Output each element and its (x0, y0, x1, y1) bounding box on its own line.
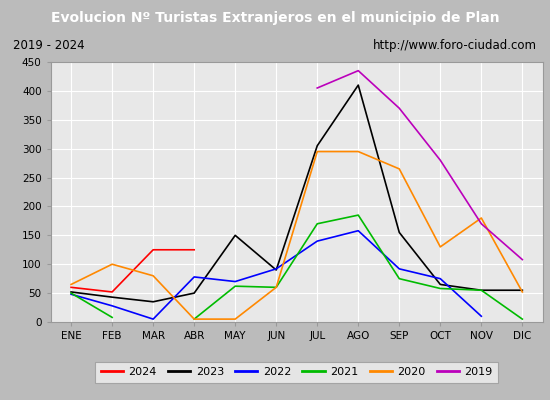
Legend: 2024, 2023, 2022, 2021, 2020, 2019: 2024, 2023, 2022, 2021, 2020, 2019 (95, 362, 498, 383)
Text: 2019 - 2024: 2019 - 2024 (13, 39, 85, 52)
Text: Evolucion Nº Turistas Extranjeros en el municipio de Plan: Evolucion Nº Turistas Extranjeros en el … (51, 11, 499, 25)
Text: http://www.foro-ciudad.com: http://www.foro-ciudad.com (373, 39, 537, 52)
